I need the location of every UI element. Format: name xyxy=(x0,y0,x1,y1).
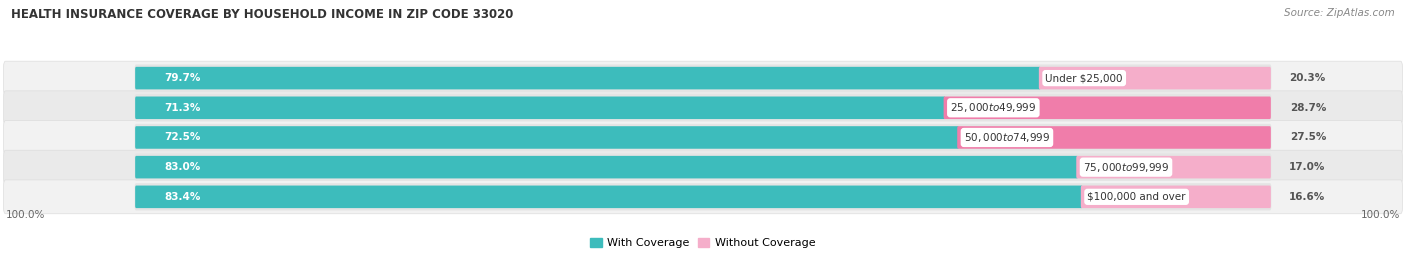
Text: 100.0%: 100.0% xyxy=(6,210,45,220)
FancyBboxPatch shape xyxy=(1039,67,1271,89)
Text: 100.0%: 100.0% xyxy=(1361,210,1400,220)
FancyBboxPatch shape xyxy=(4,61,1402,95)
Text: 17.0%: 17.0% xyxy=(1289,162,1326,172)
Text: $25,000 to $49,999: $25,000 to $49,999 xyxy=(950,101,1036,114)
Text: 20.3%: 20.3% xyxy=(1289,73,1326,83)
Text: 71.3%: 71.3% xyxy=(165,103,201,113)
Text: $100,000 and over: $100,000 and over xyxy=(1087,192,1185,202)
Text: 83.0%: 83.0% xyxy=(165,162,201,172)
FancyBboxPatch shape xyxy=(4,180,1402,214)
Text: Under $25,000: Under $25,000 xyxy=(1046,73,1123,83)
Text: 72.5%: 72.5% xyxy=(165,132,201,143)
FancyBboxPatch shape xyxy=(135,126,959,149)
FancyBboxPatch shape xyxy=(135,65,1271,92)
FancyBboxPatch shape xyxy=(4,121,1402,154)
Legend: With Coverage, Without Coverage: With Coverage, Without Coverage xyxy=(586,234,820,253)
FancyBboxPatch shape xyxy=(943,97,1271,119)
Text: $75,000 to $99,999: $75,000 to $99,999 xyxy=(1083,161,1170,174)
FancyBboxPatch shape xyxy=(4,150,1402,184)
FancyBboxPatch shape xyxy=(135,94,1271,121)
Text: HEALTH INSURANCE COVERAGE BY HOUSEHOLD INCOME IN ZIP CODE 33020: HEALTH INSURANCE COVERAGE BY HOUSEHOLD I… xyxy=(11,8,513,21)
FancyBboxPatch shape xyxy=(135,156,1078,178)
Text: 83.4%: 83.4% xyxy=(165,192,201,202)
Text: 79.7%: 79.7% xyxy=(165,73,201,83)
FancyBboxPatch shape xyxy=(957,126,1271,149)
Text: $50,000 to $74,999: $50,000 to $74,999 xyxy=(963,131,1050,144)
FancyBboxPatch shape xyxy=(135,124,1271,151)
FancyBboxPatch shape xyxy=(1076,156,1271,178)
FancyBboxPatch shape xyxy=(135,186,1083,208)
FancyBboxPatch shape xyxy=(135,183,1271,210)
FancyBboxPatch shape xyxy=(135,154,1271,181)
Text: Source: ZipAtlas.com: Source: ZipAtlas.com xyxy=(1284,8,1395,18)
FancyBboxPatch shape xyxy=(135,97,945,119)
Text: 16.6%: 16.6% xyxy=(1289,192,1324,202)
FancyBboxPatch shape xyxy=(4,91,1402,125)
Text: 28.7%: 28.7% xyxy=(1291,103,1327,113)
Text: 27.5%: 27.5% xyxy=(1291,132,1326,143)
FancyBboxPatch shape xyxy=(135,67,1040,89)
FancyBboxPatch shape xyxy=(1081,186,1271,208)
